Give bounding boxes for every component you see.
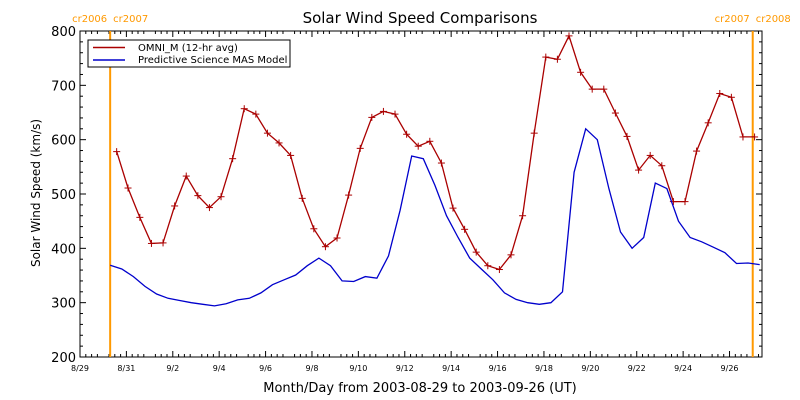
legend-label-omni: OMNI_M (12-hr avg) — [138, 43, 238, 54]
carrington-label-before: cr2006 — [72, 14, 107, 25]
y-tick-label: 600 — [51, 134, 76, 149]
x-tick-label: 9/16 — [489, 364, 507, 373]
y-axis-label: Solar Wind Speed (km/s) — [29, 119, 43, 267]
data-point-omni — [693, 147, 701, 155]
data-point-omni — [403, 130, 411, 138]
data-point-omni — [333, 234, 341, 242]
x-tick-label: 9/18 — [535, 364, 553, 373]
x-tick-label: 9/12 — [396, 364, 414, 373]
y-tick-label: 200 — [51, 351, 76, 366]
carrington-label-after: cr2008 — [756, 14, 791, 25]
data-point-omni — [727, 93, 735, 101]
plot-area: 200 300 400 500 600 700 800 8/29 8/31 9/2 9/4 9/6 9/… — [51, 14, 791, 373]
data-point-omni — [751, 133, 759, 141]
data-point-omni — [136, 213, 144, 221]
x-tick-label: 8/31 — [117, 364, 135, 373]
data-point-omni — [553, 55, 561, 63]
data-point-omni — [414, 142, 422, 150]
data-point-omni — [171, 202, 179, 210]
data-point-omni — [147, 239, 155, 247]
data-point-omni — [658, 162, 666, 170]
y-tick-label: 700 — [51, 79, 76, 94]
data-point-omni — [263, 129, 271, 137]
data-point-omni — [577, 68, 585, 76]
data-point-omni — [240, 105, 248, 113]
data-point-omni — [275, 139, 283, 147]
data-point-omni — [484, 262, 492, 270]
data-point-omni — [495, 266, 503, 274]
data-point-omni — [159, 239, 167, 247]
data-point-omni — [565, 32, 573, 40]
data-point-omni — [368, 113, 376, 121]
x-axis-label: Month/Day from 2003-08-29 to 2003-09-26 … — [263, 381, 576, 396]
x-tick-label: 9/2 — [166, 364, 179, 373]
carrington-label-after: cr2007 — [113, 14, 148, 25]
x-tick-label: 9/22 — [628, 364, 646, 373]
data-point-omni — [217, 193, 225, 201]
data-point-omni — [194, 192, 202, 200]
x-tick-label: 9/20 — [581, 364, 599, 373]
y-tick-label: 500 — [51, 188, 76, 203]
data-point-omni — [391, 110, 399, 118]
data-point-omni — [681, 198, 689, 206]
y-tick-label: 800 — [51, 25, 76, 40]
y-tick-label: 400 — [51, 242, 76, 257]
data-point-omni — [345, 191, 353, 199]
data-point-omni — [739, 133, 747, 141]
data-point-omni — [379, 107, 387, 115]
x-tick-label: 9/14 — [442, 364, 460, 373]
data-point-omni — [229, 155, 237, 163]
series-line-mas — [109, 127, 760, 307]
data-point-omni — [519, 212, 527, 220]
data-point-omni — [704, 119, 712, 127]
series-line-omni — [116, 34, 755, 271]
carrington-label-before: cr2007 — [715, 14, 750, 25]
data-point-omni — [542, 53, 550, 61]
data-point-omni — [461, 225, 469, 233]
data-point-omni — [611, 109, 619, 117]
data-point-omni — [530, 129, 538, 137]
chart-title: Solar Wind Speed Comparisons — [303, 9, 538, 27]
data-point-omni — [321, 243, 329, 251]
data-point-omni — [437, 159, 445, 167]
data-point-omni — [635, 166, 643, 174]
data-point-omni — [113, 148, 121, 156]
x-tick-label: 9/10 — [349, 364, 367, 373]
x-tick-label: 9/6 — [259, 364, 272, 373]
x-tick-label: 9/26 — [721, 364, 739, 373]
x-tick-label: 9/8 — [306, 364, 319, 373]
data-point-omni — [252, 110, 260, 118]
legend-label-mas: Predictive Science MAS Model — [138, 55, 287, 66]
data-point-omni — [356, 144, 364, 152]
data-point-omni — [124, 184, 132, 192]
legend: OMNI_M (12-hr avg) Predictive Science MA… — [87, 39, 291, 68]
data-point-omni — [287, 151, 295, 159]
x-tick-label: 9/4 — [213, 364, 226, 373]
data-point-omni — [623, 132, 631, 140]
data-point-omni — [507, 251, 515, 259]
data-point-omni — [182, 172, 190, 180]
data-point-omni — [310, 225, 318, 233]
x-tick-label: 9/24 — [674, 364, 692, 373]
data-point-omni — [588, 85, 596, 93]
x-tick-label: 8/29 — [71, 364, 89, 373]
data-point-omni — [298, 194, 306, 202]
data-point-omni — [449, 204, 457, 212]
data-point-omni — [600, 85, 608, 93]
data-point-omni — [472, 248, 480, 256]
y-tick-label: 300 — [51, 297, 76, 312]
data-point-omni — [646, 151, 654, 159]
legend-box — [87, 39, 291, 68]
data-point-omni — [426, 137, 434, 145]
data-point-omni — [716, 89, 724, 97]
data-point-omni — [205, 204, 213, 212]
